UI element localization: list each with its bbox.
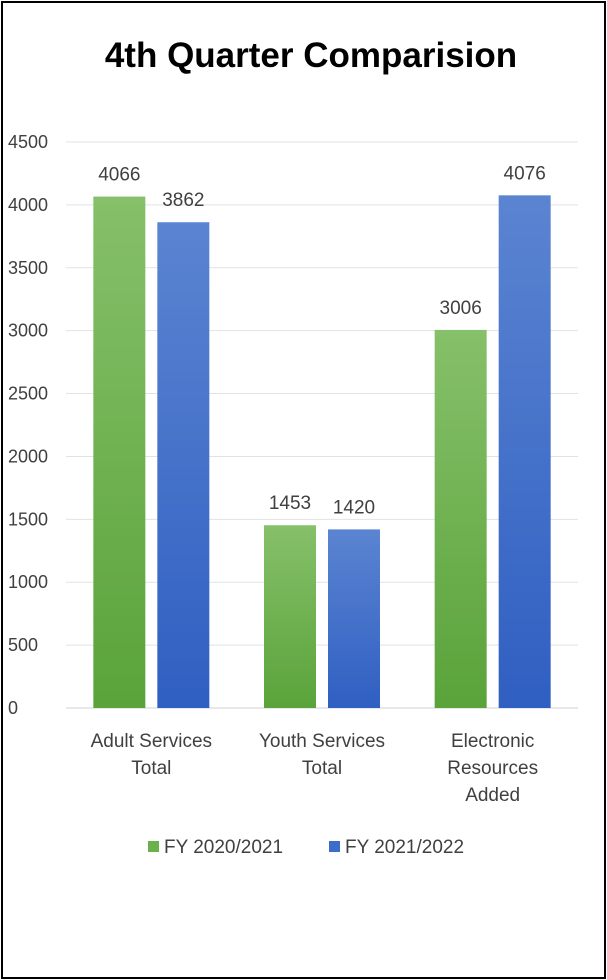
chart-title: 4th Quarter Comparision xyxy=(105,36,517,75)
bar-fy2020-2021 xyxy=(264,525,316,708)
bar-fy2021-2022 xyxy=(157,222,210,708)
x-axis: Adult Services Total Youth Services Total El… xyxy=(91,731,538,806)
x-category-label: Total xyxy=(131,758,171,779)
bar-fy2021-2022 xyxy=(498,195,551,708)
data-labels: 4066 3862 1453 1420 3006 4076 xyxy=(98,163,546,518)
y-tick-label: 1000 xyxy=(8,572,48,592)
y-tick-label: 4500 xyxy=(8,132,48,152)
x-category-label: Adult Services xyxy=(91,731,212,752)
y-axis: 0 500 1000 1500 2000 2500 3000 3500 4000 4500 xyxy=(8,132,48,718)
y-tick-label: 2000 xyxy=(8,446,48,466)
data-label: 4076 xyxy=(504,163,546,184)
gridlines xyxy=(66,141,578,709)
legend-swatch xyxy=(148,841,159,852)
y-tick-label: 0 xyxy=(8,698,18,718)
x-category-label: Total xyxy=(302,758,342,779)
bar-fy2021-2022 xyxy=(328,529,380,708)
y-tick-label: 3000 xyxy=(8,321,48,341)
y-tick-label: 2500 xyxy=(8,384,48,404)
y-tick-label: 3500 xyxy=(8,258,48,278)
data-label: 3862 xyxy=(162,190,204,211)
x-category-label: Resources xyxy=(447,758,538,779)
legend-label: FY 2021/2022 xyxy=(345,837,464,858)
x-category-label: Added xyxy=(465,785,520,806)
data-label: 1453 xyxy=(269,493,311,514)
legend-swatch xyxy=(329,841,340,852)
y-tick-label: 500 xyxy=(8,635,38,655)
bar-fy2020-2021 xyxy=(93,196,146,708)
x-category-label: Electronic xyxy=(451,731,534,752)
y-tick-label: 1500 xyxy=(8,509,48,529)
data-label: 3006 xyxy=(440,298,482,319)
data-label: 4066 xyxy=(98,165,140,186)
data-label: 1420 xyxy=(333,497,375,518)
x-category-label: Youth Services xyxy=(259,731,385,752)
legend: FY 2020/2021 FY 2021/2022 xyxy=(148,837,464,858)
bars xyxy=(93,195,551,708)
legend-label: FY 2020/2021 xyxy=(164,837,283,858)
bar-fy2020-2021 xyxy=(434,329,487,708)
y-tick-label: 4000 xyxy=(8,195,48,215)
